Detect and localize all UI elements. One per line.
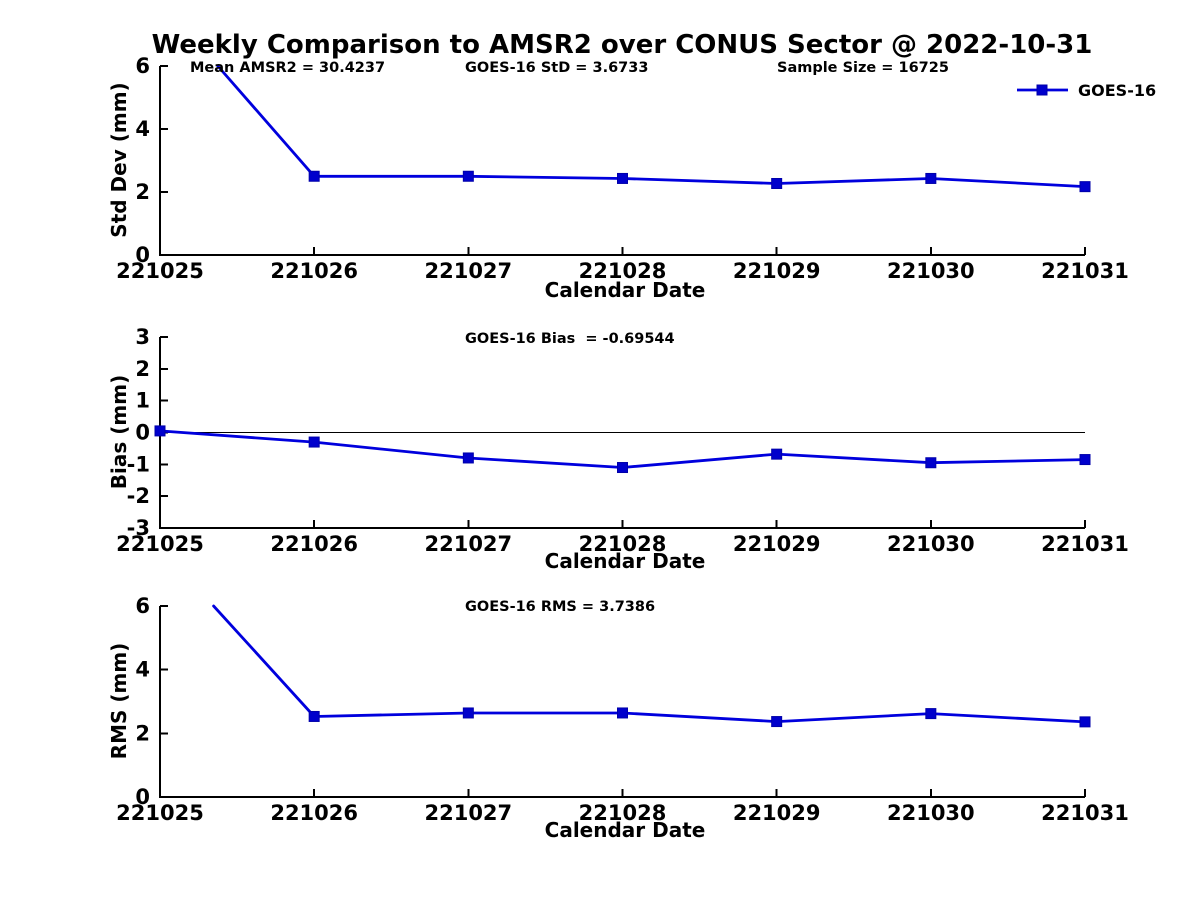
x-tick-label: 221027 xyxy=(424,259,512,283)
x-tick-label: 221030 xyxy=(887,532,975,556)
data-point-marker xyxy=(617,172,628,184)
x-tick-label: 221030 xyxy=(887,259,975,283)
data-point-marker xyxy=(617,707,628,719)
y-tick-label: -2 xyxy=(127,484,150,508)
y-tick-label: 3 xyxy=(135,325,150,349)
y-tick-label: 0 xyxy=(135,421,150,445)
x-tick-label: 221028 xyxy=(579,532,667,556)
data-point-marker xyxy=(462,707,474,719)
data-point-marker xyxy=(308,170,320,182)
figure-title: Weekly Comparison to AMSR2 over CONUS Se… xyxy=(152,30,1093,60)
data-line xyxy=(212,604,1087,724)
data-point-marker xyxy=(925,708,937,720)
x-tick-label: 221031 xyxy=(1041,801,1129,825)
x-tick-label: 221029 xyxy=(733,532,821,556)
rms-chart: 221025 221026 221027 221028 221029 221030 2210… xyxy=(107,594,1129,842)
annotation-goes16-bias: GOES-16 Bias = -0.69544 xyxy=(465,331,675,347)
y-tick-label: 4 xyxy=(135,117,150,141)
data-point-marker xyxy=(308,710,320,722)
stddev-plot-area: 221025 221026 221027 221028 221029 221030 2210… xyxy=(116,54,1129,283)
x-tick-label: 221026 xyxy=(270,801,358,825)
x-tick-label: 221027 xyxy=(424,801,512,825)
y-tick-label: 2 xyxy=(135,180,150,204)
data-point-marker xyxy=(308,436,320,448)
x-tick-label: 221025 xyxy=(116,801,204,825)
annotation-sample-size: Sample Size = 16725 xyxy=(777,60,949,76)
annotation-goes16-rms: GOES-16 RMS = 3.7386 xyxy=(465,599,655,615)
data-point-marker xyxy=(771,177,783,189)
y-tick-label: 4 xyxy=(135,658,150,682)
rms-plot-area: 221025 221026 221027 221028 221029 221030 2210… xyxy=(116,594,1129,825)
legend-marker-square xyxy=(1036,84,1048,96)
x-tick-label: 221028 xyxy=(579,259,667,283)
data-line xyxy=(158,429,1087,469)
legend: GOES-16 xyxy=(1017,81,1156,100)
data-line xyxy=(216,64,1087,189)
y-tick-label: 0 xyxy=(135,243,150,267)
y-tick-label: 6 xyxy=(135,594,150,618)
data-point-marker xyxy=(154,425,166,437)
data-point-marker xyxy=(1079,454,1091,466)
y-tick-label: 2 xyxy=(135,721,150,745)
x-tick-label: 221025 xyxy=(116,532,204,556)
rms-xaxis-label: Calendar Date xyxy=(545,818,706,842)
x-tick-label: 221030 xyxy=(887,801,975,825)
data-point-marker xyxy=(925,457,937,469)
legend-label: GOES-16 xyxy=(1078,81,1156,100)
x-tick-label: 221028 xyxy=(579,801,667,825)
data-point-marker xyxy=(1079,716,1091,728)
x-tick-label: 221031 xyxy=(1041,259,1129,283)
y-tick-label: 2 xyxy=(135,357,150,381)
data-point-marker xyxy=(462,170,474,182)
y-tick-label: -1 xyxy=(127,452,150,476)
annotation-mean-amsr2: Mean AMSR2 = 30.4237 xyxy=(190,60,385,76)
x-tick-label: 221031 xyxy=(1041,532,1129,556)
stddev-xaxis-label: Calendar Date xyxy=(545,278,706,302)
stddev-chart: 221025 221026 221027 221028 221029 221030 2210… xyxy=(107,54,1156,302)
data-point-marker xyxy=(617,462,628,474)
x-tick-label: 221025 xyxy=(116,259,204,283)
y-tick-label: -3 xyxy=(127,516,150,540)
data-point-marker xyxy=(462,452,474,464)
bias-chart: 221025 221026 221027 221028 221029 221030 2210… xyxy=(107,325,1129,573)
bias-plot-area: 221025 221026 221027 221028 221029 221030 2210… xyxy=(116,325,1129,556)
data-point-marker xyxy=(771,716,783,728)
x-tick-label: 221029 xyxy=(733,259,821,283)
x-tick-label: 221026 xyxy=(270,259,358,283)
y-tick-label: 6 xyxy=(135,54,150,78)
bias-yaxis-label: Bias (mm) xyxy=(107,375,131,489)
x-tick-label: 221027 xyxy=(424,532,512,556)
annotation-goes16-std: GOES-16 StD = 3.6733 xyxy=(465,60,648,76)
bias-xaxis-label: Calendar Date xyxy=(545,549,706,573)
data-point-marker xyxy=(1079,181,1091,193)
data-point-marker xyxy=(771,448,783,460)
y-tick-label: 1 xyxy=(135,389,150,413)
y-tick-label: 0 xyxy=(135,785,150,809)
x-tick-label: 221026 xyxy=(270,532,358,556)
data-point-marker xyxy=(925,172,937,184)
rms-yaxis-label: RMS (mm) xyxy=(107,643,131,760)
stddev-yaxis-label: Std Dev (mm) xyxy=(107,82,131,237)
x-tick-label: 221029 xyxy=(733,801,821,825)
